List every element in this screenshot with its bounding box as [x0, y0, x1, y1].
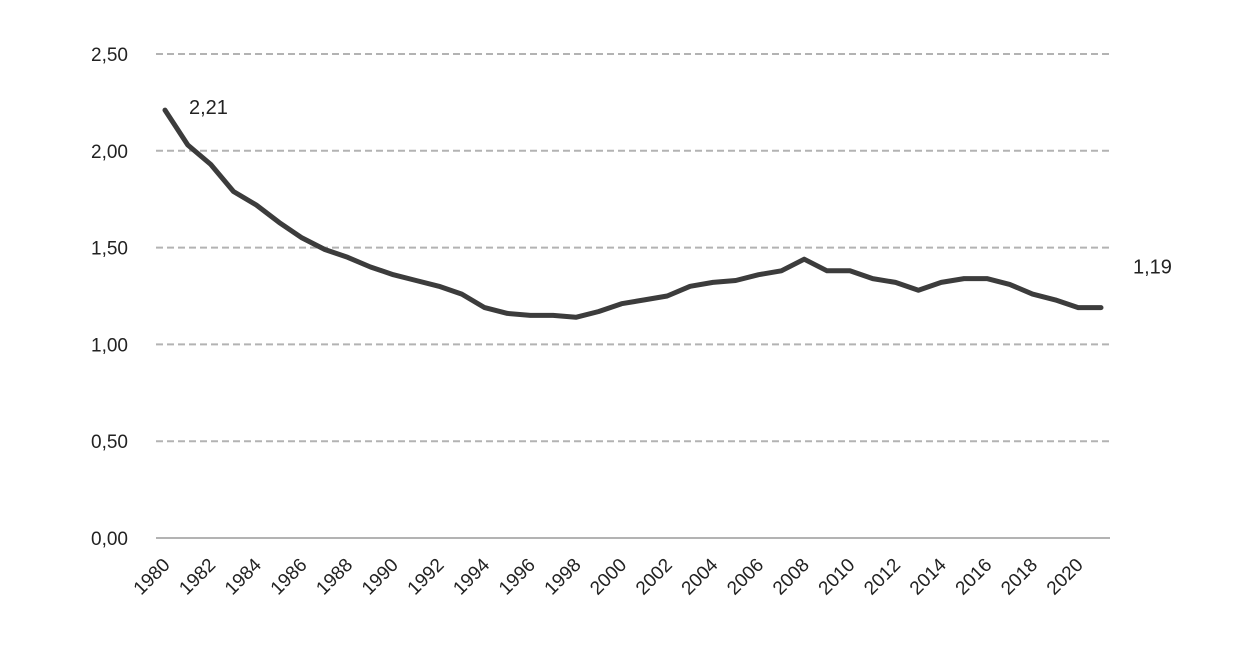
x-tick-label: 1996	[495, 555, 540, 600]
x-tick-label: 1998	[541, 555, 586, 600]
y-tick-label: 2,00	[91, 142, 128, 163]
x-tick-label: 2012	[860, 555, 905, 600]
series-line	[162, 107, 1104, 320]
x-tick-label: 2016	[952, 555, 997, 600]
gridlines	[156, 53, 1110, 539]
x-tick-label: 2010	[815, 555, 860, 600]
y-tick-label: 0,00	[91, 529, 128, 550]
x-tick-label: 1980	[130, 555, 175, 600]
x-tick-label: 2006	[723, 555, 768, 600]
y-tick-label: 2,50	[91, 45, 128, 66]
x-tick-label: 2004	[678, 554, 723, 599]
y-tick-label: 1,00	[91, 335, 128, 356]
series-layer	[162, 107, 1104, 320]
x-tick-label: 2014	[906, 554, 951, 599]
x-tick-label: 1990	[358, 555, 403, 600]
x-tick-label: 1984	[221, 554, 266, 599]
y-tick-label: 1,50	[91, 239, 128, 260]
x-tick-label: 1988	[312, 555, 357, 600]
x-tick-label: 2002	[632, 555, 677, 600]
x-tick-label: 2000	[586, 555, 631, 600]
x-tick-label: 1992	[404, 555, 449, 600]
x-tick-label: 2020	[1043, 555, 1088, 600]
data-label: 2,21	[189, 97, 228, 119]
data-labels: 2,21 1,19	[189, 97, 1172, 278]
x-axis-tick-labels: 1980 1982 1984 1986 1988 1990 1992 1994 1996 1998…	[130, 554, 1088, 599]
x-tick-label: 2018	[997, 555, 1042, 600]
x-tick-label: 1994	[449, 554, 494, 599]
y-axis-tick-labels: 0,00 0,50 1,00 1,50 2,00 2,50	[91, 45, 128, 550]
y-tick-label: 0,50	[91, 432, 128, 453]
x-tick-label: 1982	[175, 555, 220, 600]
x-tick-label: 1986	[267, 555, 312, 600]
x-tick-label: 2008	[769, 555, 814, 600]
data-label: 1,19	[1133, 257, 1172, 279]
